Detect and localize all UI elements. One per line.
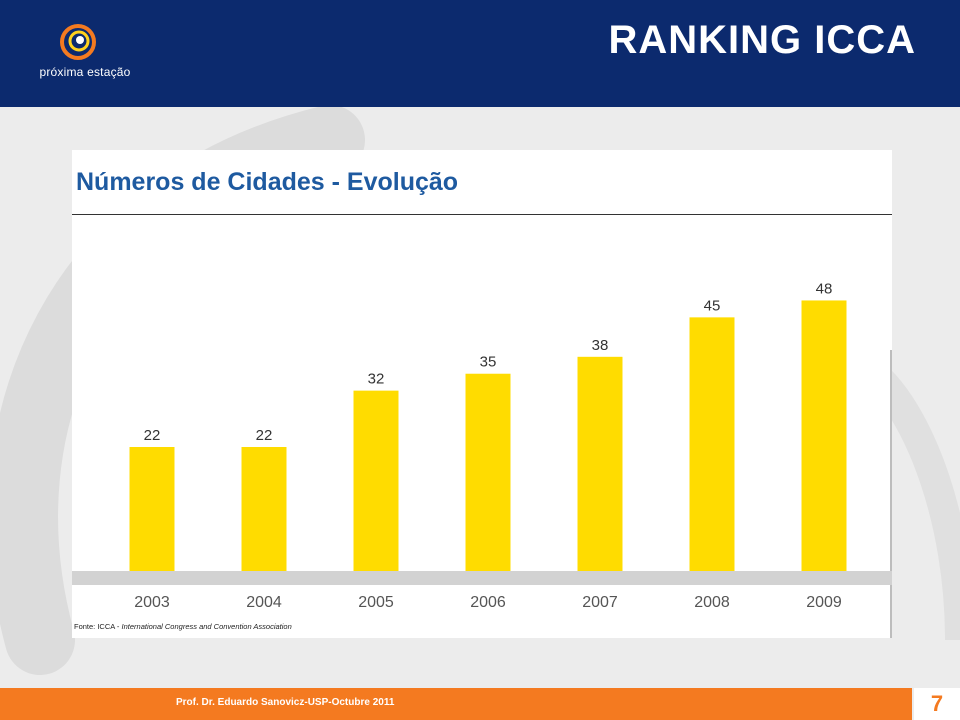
page-number: 7 [914, 688, 960, 720]
bar-2007 [577, 356, 623, 571]
data-label-2006: 35 [480, 354, 497, 371]
brand-logo: próxima estação [30, 22, 140, 92]
swirl-logo-icon [60, 24, 96, 60]
slide-title: RANKING ICCA [608, 18, 916, 62]
x-tick-label-2006: 2006 [470, 594, 506, 611]
bar-chart: 22 2003 22 2004 32 2005 35 2006 38 2007 45 2008 48 20… [72, 280, 892, 611]
bar-2003 [129, 447, 175, 571]
x-tick-label-2003: 2003 [134, 594, 170, 611]
x-tick-label-2009: 2009 [806, 594, 842, 611]
chart-panel: Números de Cidades - Evolução 22 2003 22 20… [72, 150, 892, 638]
bar-2006 [465, 373, 511, 571]
x-tick-label-2007: 2007 [582, 594, 618, 611]
data-label-2003: 22 [144, 427, 161, 444]
x-axis-band [72, 571, 892, 585]
data-label-2008: 45 [704, 297, 721, 314]
data-label-2007: 38 [592, 337, 609, 354]
footer-credit: Prof. Dr. Eduardo Sanovicz-USP-Octubre 2… [176, 697, 395, 708]
title-divider [72, 214, 892, 215]
data-label-2005: 32 [368, 371, 385, 388]
logo-text: próxima estação [39, 65, 131, 79]
header-bar: próxima estação RANKING ICCA [0, 0, 960, 107]
source-text: International Congress and Convention As… [121, 622, 292, 631]
x-tick-label-2004: 2004 [246, 594, 282, 611]
data-label-2004: 22 [256, 427, 273, 444]
x-tick-label-2005: 2005 [358, 594, 394, 611]
source-label: Fonte: ICCA - [74, 622, 120, 631]
x-tick-label-2008: 2008 [694, 594, 730, 611]
data-label-2009: 48 [816, 280, 833, 297]
bar-2004 [241, 447, 287, 571]
panel-edge-line [890, 350, 892, 638]
bar-2005 [353, 390, 399, 571]
chart-title: Números de Cidades - Evolução [76, 168, 459, 196]
bar-2008 [689, 317, 735, 571]
chart-source: Fonte: ICCA - International Congress and… [74, 622, 292, 631]
footer-bar: Prof. Dr. Eduardo Sanovicz-USP-Octubre 2… [0, 688, 912, 720]
bar-2009 [801, 300, 847, 571]
